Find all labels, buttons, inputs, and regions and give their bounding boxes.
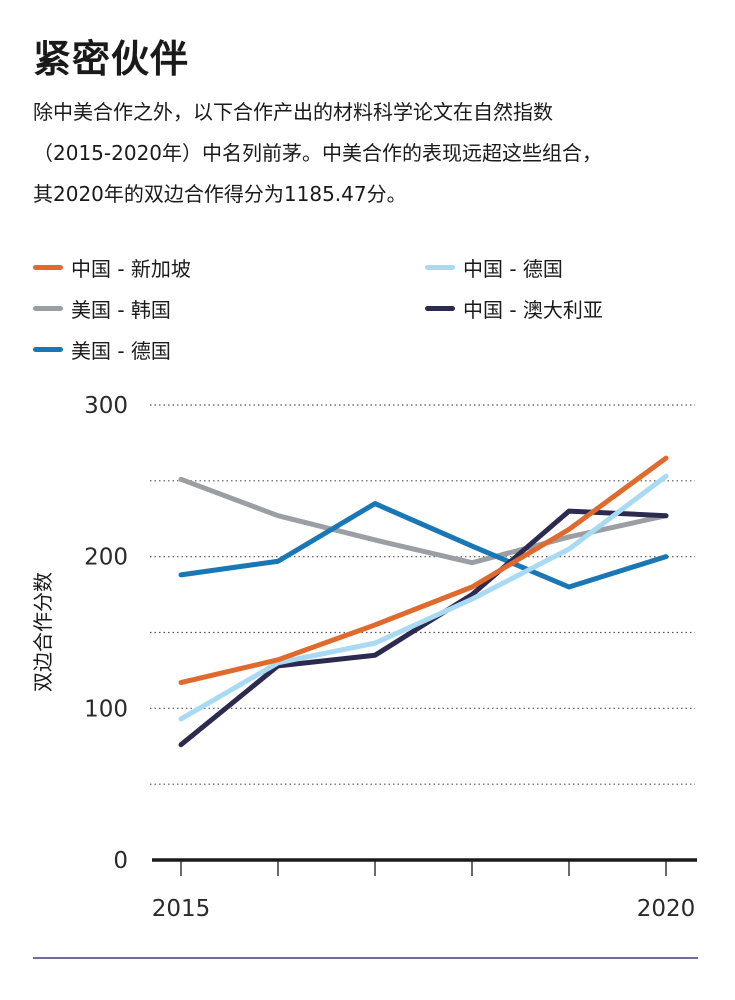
legend-swatch: [33, 305, 63, 311]
subtitle-line: （2015-2020年）中名列前茅。中美合作的表现远超这些组合，: [33, 141, 603, 165]
y-tick-label: 300: [84, 393, 128, 419]
series-line-美国-德国: [178, 501, 669, 590]
series-line-美国-韩国: [178, 476, 669, 566]
y-tick-label: 0: [113, 848, 128, 874]
chart-title: 紧密伙伴: [33, 37, 190, 81]
line-chart: 0 100 200 300 2015 2020 双边合作分数: [31, 393, 697, 922]
legend-swatch: [33, 346, 63, 352]
chart-subtitle: 除中美合作之外，以下合作产出的材料科学论文在自然指数 （2015-2020年）中…: [33, 92, 703, 215]
legend-swatch: [425, 264, 455, 270]
series-line-中国-新加坡: [178, 455, 669, 686]
legend-item-us-germany: 美国 - 德国: [33, 334, 171, 364]
x-tick-label: 2015: [152, 896, 211, 922]
legend-item-china-australia: 中国 - 澳大利亚: [425, 293, 603, 323]
legend-item-china-singapore: 中国 - 新加坡: [33, 252, 191, 282]
y-axis-label: 双边合作分数: [31, 572, 55, 692]
series-line-中国-德国: [178, 473, 669, 722]
legend-label: 中国 - 新加坡: [71, 256, 191, 281]
legend-item-us-korea: 美国 - 韩国: [33, 293, 171, 323]
legend-swatch: [33, 264, 63, 270]
legend-label: 中国 - 澳大利亚: [463, 297, 603, 322]
legend-label: 美国 - 韩国: [71, 297, 171, 322]
bottom-divider: [33, 957, 698, 959]
legend-item-china-germany: 中国 - 德国: [425, 252, 563, 282]
legend-label: 美国 - 德国: [71, 338, 171, 363]
x-tick-label: 2020: [637, 896, 696, 922]
subtitle-line: 除中美合作之外，以下合作产出的材料科学论文在自然指数: [33, 100, 553, 124]
subtitle-line: 其2020年的双边合作得分为1185.47分。: [33, 182, 407, 206]
y-tick-label: 100: [84, 696, 128, 722]
legend: 中国 - 新加坡 中国 - 德国 美国 - 韩国 中国 - 澳大利亚 美国 - …: [33, 252, 703, 382]
legend-label: 中国 - 德国: [463, 256, 563, 281]
y-tick-label: 200: [84, 545, 128, 571]
legend-swatch: [425, 305, 455, 311]
series-line-中国-澳大利亚: [178, 508, 669, 748]
